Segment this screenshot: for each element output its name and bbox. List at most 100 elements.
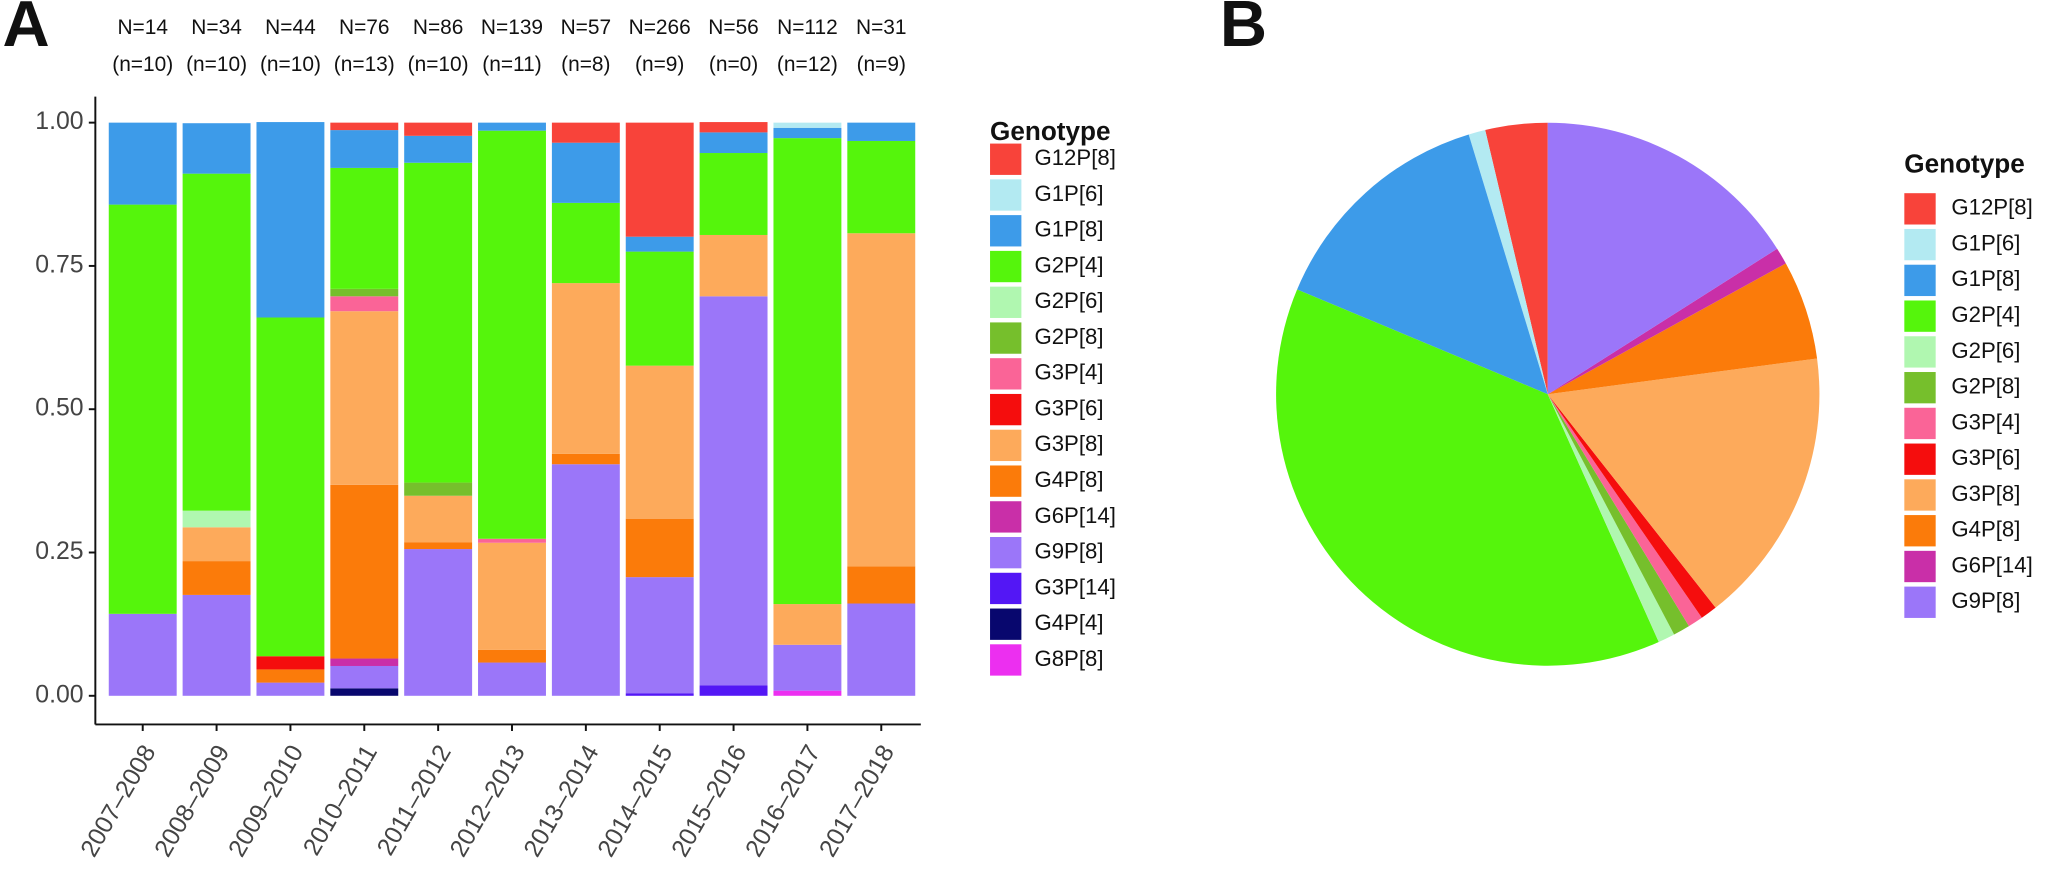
column-sublabel: (n=10) bbox=[112, 53, 173, 76]
legend-label: G3P[4] bbox=[1034, 360, 1103, 385]
column-label: N=44 bbox=[265, 16, 316, 39]
x-tick-label: 2013–2014 bbox=[519, 741, 605, 862]
bar-segment bbox=[404, 542, 473, 550]
bar-segment bbox=[330, 130, 399, 168]
bar-segment bbox=[773, 127, 842, 139]
bar-segment bbox=[478, 130, 546, 539]
bar-segment bbox=[330, 484, 399, 659]
legend-swatch bbox=[990, 465, 1022, 497]
column-label: N=76 bbox=[339, 16, 390, 39]
bar-segment bbox=[699, 685, 768, 696]
legend-label: G1P[6] bbox=[1034, 181, 1103, 206]
legend-swatch bbox=[990, 393, 1022, 426]
bar-segment bbox=[478, 538, 546, 543]
pie-slice bbox=[1276, 289, 1659, 666]
bar-segment bbox=[773, 604, 842, 645]
bar-segment bbox=[478, 542, 546, 650]
pie-slice bbox=[1547, 394, 1702, 627]
bar-segment bbox=[551, 142, 620, 203]
legend-label: G3P[14] bbox=[1034, 574, 1115, 599]
legend-swatch bbox=[1904, 228, 1936, 261]
y-tick-label: 1.00 bbox=[35, 108, 83, 135]
legend-swatch bbox=[990, 143, 1022, 175]
bar-segment bbox=[699, 122, 768, 133]
legend-swatch bbox=[1904, 443, 1936, 475]
legend-swatch bbox=[990, 358, 1022, 390]
bar-segment bbox=[551, 202, 620, 284]
column-sublabel: (n=9) bbox=[857, 53, 906, 76]
panel-label: B bbox=[1220, 0, 1267, 60]
bar-segment bbox=[182, 561, 251, 595]
x-tick-label: 2008–2009 bbox=[150, 741, 235, 862]
bar-segment bbox=[699, 132, 768, 154]
bar-segment bbox=[847, 233, 916, 567]
column-label: N=34 bbox=[191, 16, 242, 39]
bar-segment bbox=[108, 122, 177, 205]
bar-segment bbox=[478, 122, 546, 131]
bar-segment bbox=[330, 665, 399, 689]
legend-label: G9P[8] bbox=[1034, 539, 1103, 564]
legend-label: G2P[4] bbox=[1951, 302, 2020, 327]
y-tick-label: 0.25 bbox=[35, 538, 83, 565]
bar-segment bbox=[182, 527, 251, 562]
bar-segment bbox=[847, 122, 916, 141]
legend-label: G3P[6] bbox=[1034, 395, 1103, 420]
legend-swatch bbox=[990, 215, 1022, 247]
bar-segment bbox=[182, 594, 251, 696]
bar-segment bbox=[404, 122, 473, 136]
legend-swatch bbox=[990, 537, 1022, 569]
bar-segment bbox=[330, 658, 399, 666]
bar-segment bbox=[847, 603, 916, 696]
x-tick-label: 2014–2015 bbox=[593, 741, 678, 862]
legend-swatch bbox=[990, 644, 1022, 676]
x-tick-label: 2016–2017 bbox=[741, 741, 826, 862]
bar-segment bbox=[256, 122, 325, 318]
bar-segment bbox=[404, 482, 473, 496]
bar-segment bbox=[625, 693, 694, 696]
bar-segment bbox=[330, 122, 399, 131]
legend-swatch bbox=[1904, 479, 1936, 511]
column-label: N=56 bbox=[708, 16, 759, 39]
pie-slice bbox=[1297, 134, 1548, 395]
legend-title: Genotype bbox=[990, 116, 1110, 146]
legend-swatch bbox=[990, 429, 1022, 462]
legend-label: G2P[4] bbox=[1034, 252, 1103, 277]
legend-label: G3P[8] bbox=[1034, 431, 1103, 456]
bar-segment bbox=[847, 140, 916, 234]
pie-slice bbox=[1468, 130, 1548, 395]
pie-slice bbox=[1485, 122, 1548, 395]
bar-segment bbox=[773, 644, 842, 691]
legend-swatch bbox=[1904, 193, 1936, 225]
legend-swatch bbox=[990, 572, 1022, 605]
column-sublabel: (n=0) bbox=[709, 53, 758, 76]
column-label: N=112 bbox=[777, 16, 838, 39]
column-sublabel: (n=12) bbox=[777, 53, 838, 76]
legend-label: G4P[8] bbox=[1034, 467, 1103, 492]
bar-segment bbox=[478, 662, 546, 696]
legend-swatch bbox=[1904, 264, 1936, 297]
legend-label: G2P[8] bbox=[1951, 374, 2020, 399]
column-label: N=266 bbox=[629, 16, 691, 39]
bar-segment bbox=[625, 251, 694, 366]
panel-label: A bbox=[3, 0, 50, 60]
legend-label: G1P[8] bbox=[1951, 266, 2020, 291]
legend-label: G4P[8] bbox=[1951, 517, 2020, 542]
bar-segment bbox=[625, 577, 694, 694]
legend-label: G4P[4] bbox=[1034, 610, 1103, 635]
bar-segment bbox=[625, 236, 694, 252]
bar-segment bbox=[330, 167, 399, 289]
x-tick-label: 2012–2013 bbox=[445, 741, 530, 862]
bar-segment bbox=[256, 669, 325, 683]
column-label: N=14 bbox=[117, 16, 168, 39]
column-sublabel: (n=10) bbox=[186, 53, 247, 76]
x-tick-label: 2011–2012 bbox=[372, 741, 457, 860]
bar-segment bbox=[256, 317, 325, 657]
bar-segment bbox=[256, 656, 325, 670]
legend-label: G8P[8] bbox=[1034, 646, 1103, 671]
bar-segment bbox=[182, 510, 251, 528]
legend-label: G12P[8] bbox=[1034, 145, 1115, 170]
bar-segment bbox=[551, 464, 620, 696]
legend-swatch bbox=[1904, 336, 1936, 368]
legend-label: G2P[6] bbox=[1951, 338, 2020, 363]
